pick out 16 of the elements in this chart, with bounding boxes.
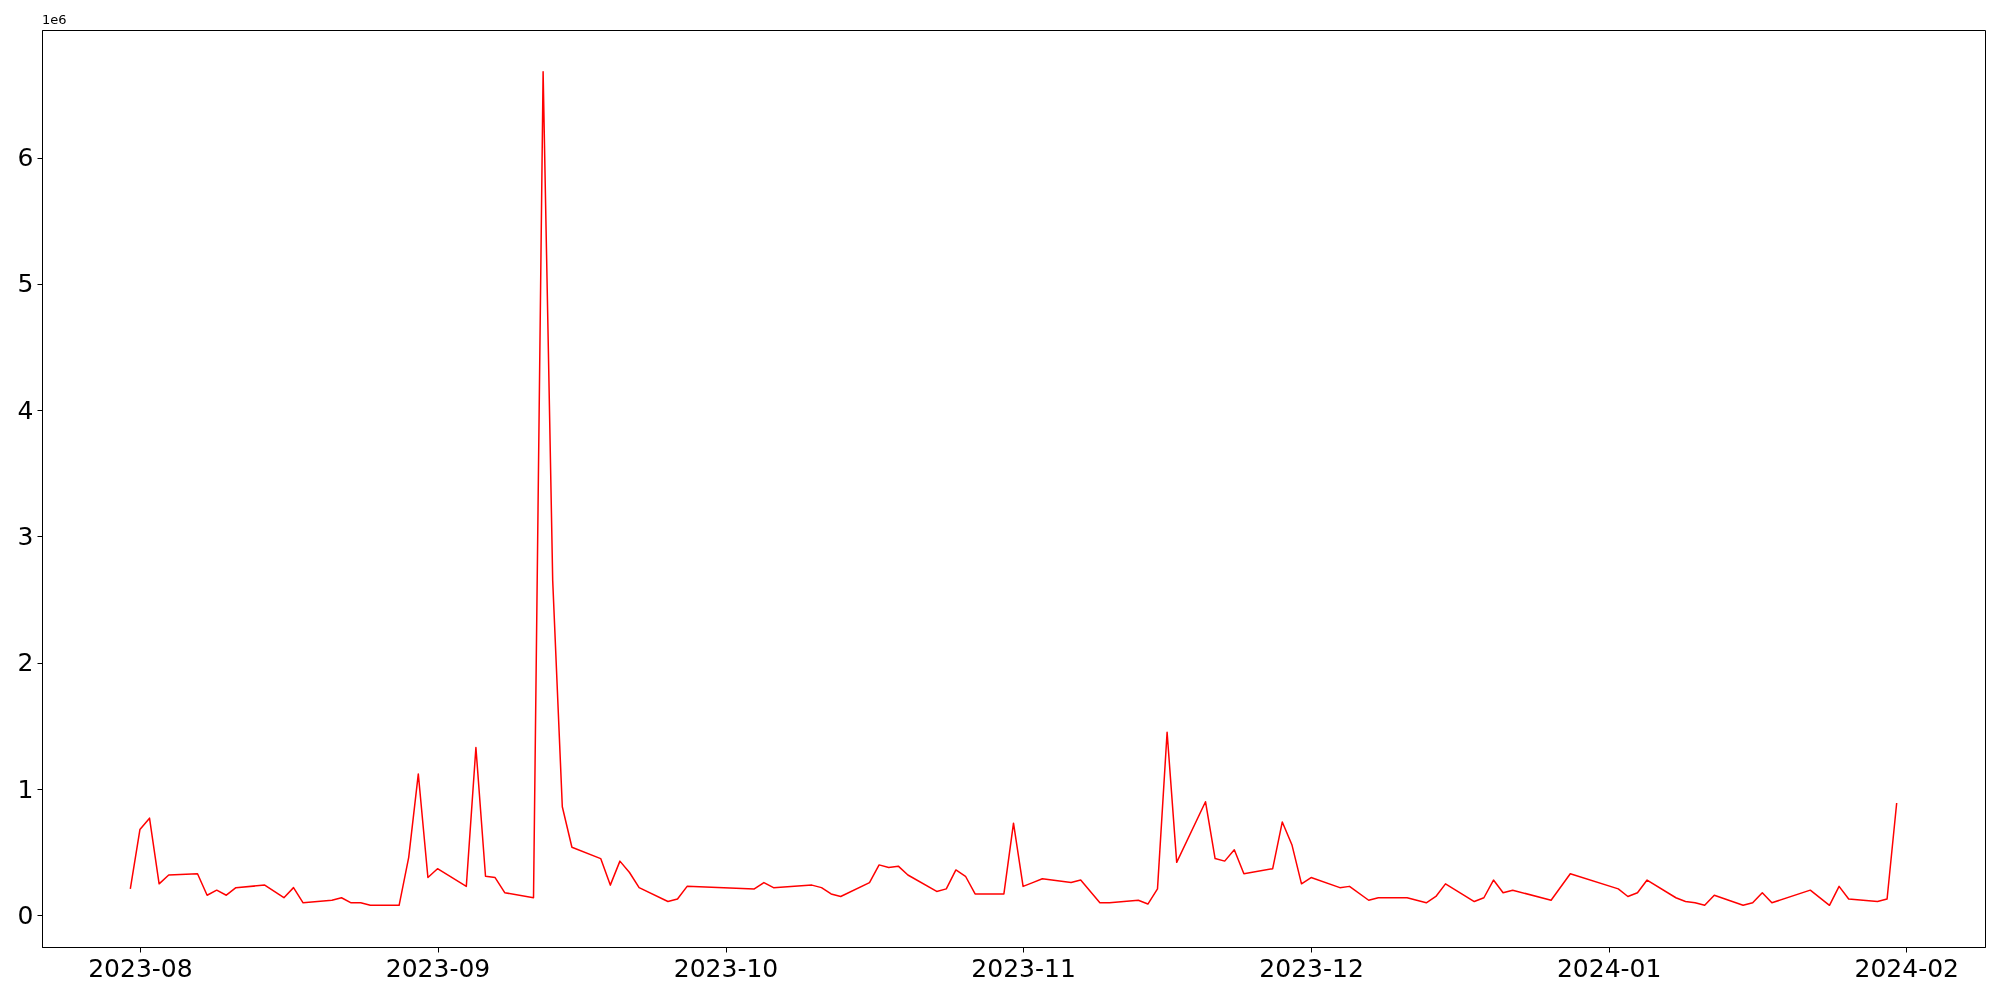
x-tick-label: 2023-08 [88, 953, 193, 983]
x-tick-label: 2024-02 [1854, 953, 1960, 983]
line-series [129, 70, 1898, 907]
x-tick-label: 2023-09 [385, 953, 491, 983]
y-tick-label: 4 [17, 395, 34, 425]
y-tick-label: 0 [17, 900, 34, 930]
x-tick-label: 2023-10 [673, 953, 779, 983]
y-tick-label: 6 [17, 143, 34, 173]
x-tick-label: 2024-01 [1556, 953, 1662, 983]
y-tick-label: 5 [17, 269, 34, 299]
y-tick-label: 1 [17, 774, 34, 804]
x-tick-label: 2023-12 [1259, 953, 1364, 983]
y-tick-label: 3 [17, 522, 34, 551]
y-tick-label: 2 [17, 648, 34, 678]
text: 1e6 [42, 12, 67, 27]
x-tick-label: 2023-11 [971, 953, 1076, 983]
